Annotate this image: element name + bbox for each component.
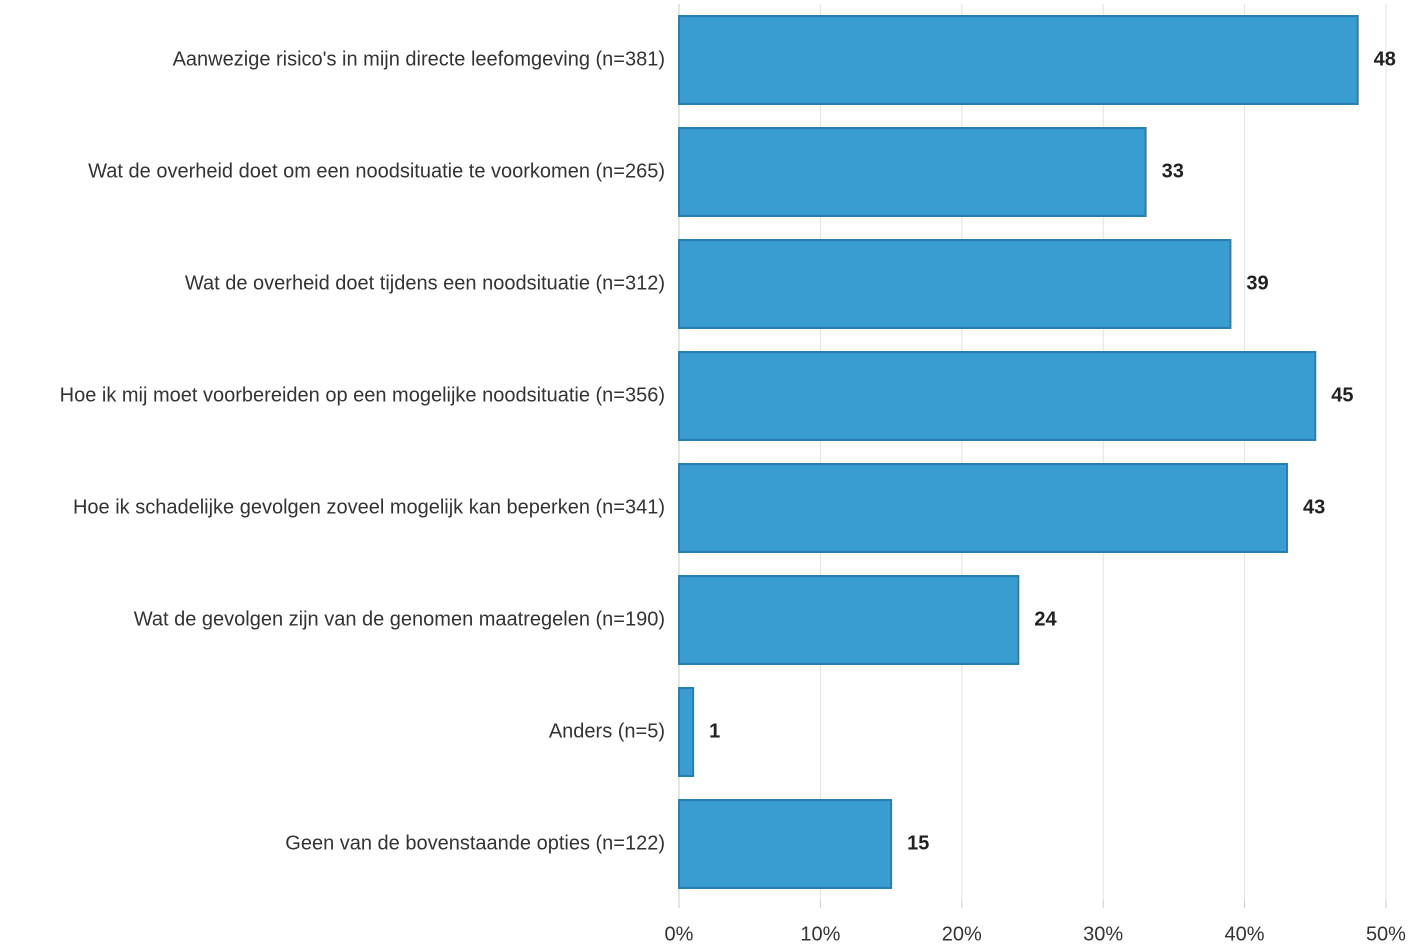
x-tick-label: 50% <box>1366 923 1406 945</box>
value-label: 48 <box>1374 48 1396 70</box>
y-tick-label: Hoe ik schadelijke gevolgen zoveel mogel… <box>73 496 665 518</box>
value-label: 39 <box>1246 272 1268 294</box>
value-label: 33 <box>1162 160 1184 182</box>
bar <box>678 687 695 777</box>
y-tick-label: Anders (n=5) <box>549 720 665 742</box>
bar <box>678 463 1288 553</box>
x-tick-label: 0% <box>665 923 694 945</box>
x-tick-label: 10% <box>800 923 840 945</box>
value-label: 1 <box>709 720 720 742</box>
bar <box>678 351 1317 441</box>
y-tick-label: Geen van de bovenstaande opties (n=122) <box>285 832 665 854</box>
y-tick-label: Hoe ik mij moet voorbereiden op een moge… <box>60 384 665 406</box>
y-tick-label: Aanwezige risico's in mijn directe leefo… <box>173 48 665 70</box>
bar <box>678 799 893 889</box>
bar <box>678 239 1232 329</box>
bar <box>678 575 1020 665</box>
bar <box>678 127 1147 217</box>
x-tick-label: 40% <box>1225 923 1265 945</box>
y-tick-label: Wat de overheid doet tijdens een noodsit… <box>185 272 665 294</box>
x-tick-label: 20% <box>942 923 982 945</box>
y-tick-label: Wat de overheid doet om een noodsituatie… <box>88 160 665 182</box>
value-label: 15 <box>907 832 929 854</box>
x-tick-label: 30% <box>1083 923 1123 945</box>
value-label: 24 <box>1034 608 1057 630</box>
y-tick-label: Wat de gevolgen zijn van de genomen maat… <box>134 608 665 630</box>
value-label: 43 <box>1303 496 1325 518</box>
bar <box>678 15 1359 105</box>
value-label: 45 <box>1331 384 1353 406</box>
